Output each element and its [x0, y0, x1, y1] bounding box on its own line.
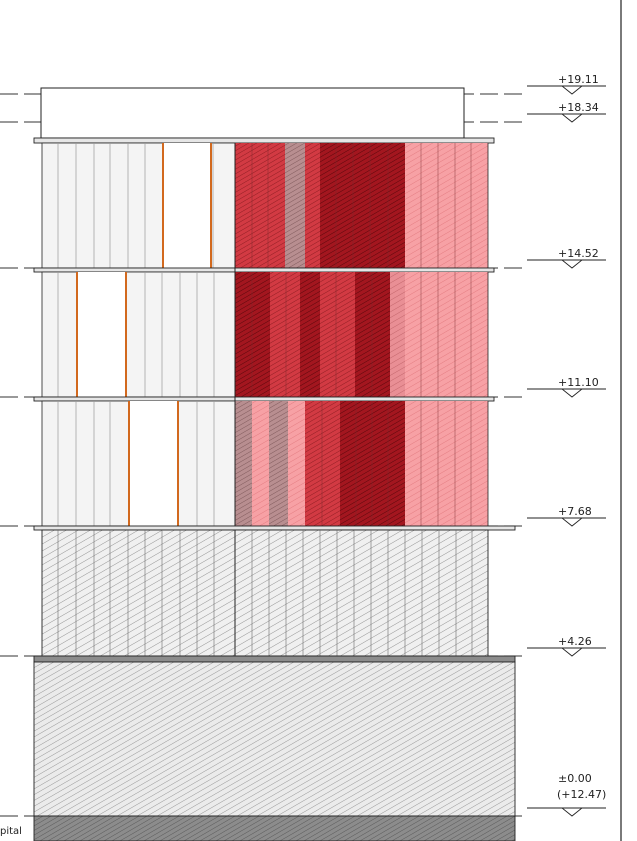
level-marker: +18.34: [527, 101, 606, 123]
level-label: +7.68: [558, 505, 592, 518]
level-marker: +7.68: [527, 505, 606, 527]
level-marker: +11.10: [527, 376, 606, 398]
floor-3-facade: [41, 142, 489, 269]
floor-slab: [33, 267, 495, 273]
level-marker: +14.52: [527, 247, 606, 269]
floor-slab: [33, 525, 516, 531]
window-opening: [163, 143, 212, 268]
level-label: ±0.00: [558, 772, 592, 785]
level-marker: +19.11: [527, 73, 606, 95]
floor-1-facade: [41, 400, 489, 527]
level-label: +14.52: [558, 247, 599, 260]
podium-base: [33, 661, 516, 817]
level-marker: +4.26: [527, 635, 606, 657]
floor-slab: [33, 396, 495, 402]
level-label: +18.34: [558, 101, 599, 114]
window-opening: [77, 272, 126, 397]
level-markers: +19.11 +18.34 +14.52 +11.10 +7.68 +4.26: [527, 73, 606, 817]
window-opening: [129, 401, 178, 526]
level-label: +4.26: [558, 635, 592, 648]
plinth-slab: [33, 655, 516, 663]
ground-band: [33, 815, 516, 841]
ground-floor-facade: [41, 529, 489, 657]
floor-2-facade: [41, 271, 489, 398]
level-sub-label: (+12.47): [557, 788, 606, 801]
level-label: +11.10: [558, 376, 599, 389]
level-marker: ±0.00 (+12.47): [527, 772, 606, 817]
level-label: +19.11: [558, 73, 599, 86]
rooftop-structure: [40, 87, 465, 139]
roof-slab: [33, 137, 495, 144]
corner-caption: pital: [0, 826, 22, 837]
